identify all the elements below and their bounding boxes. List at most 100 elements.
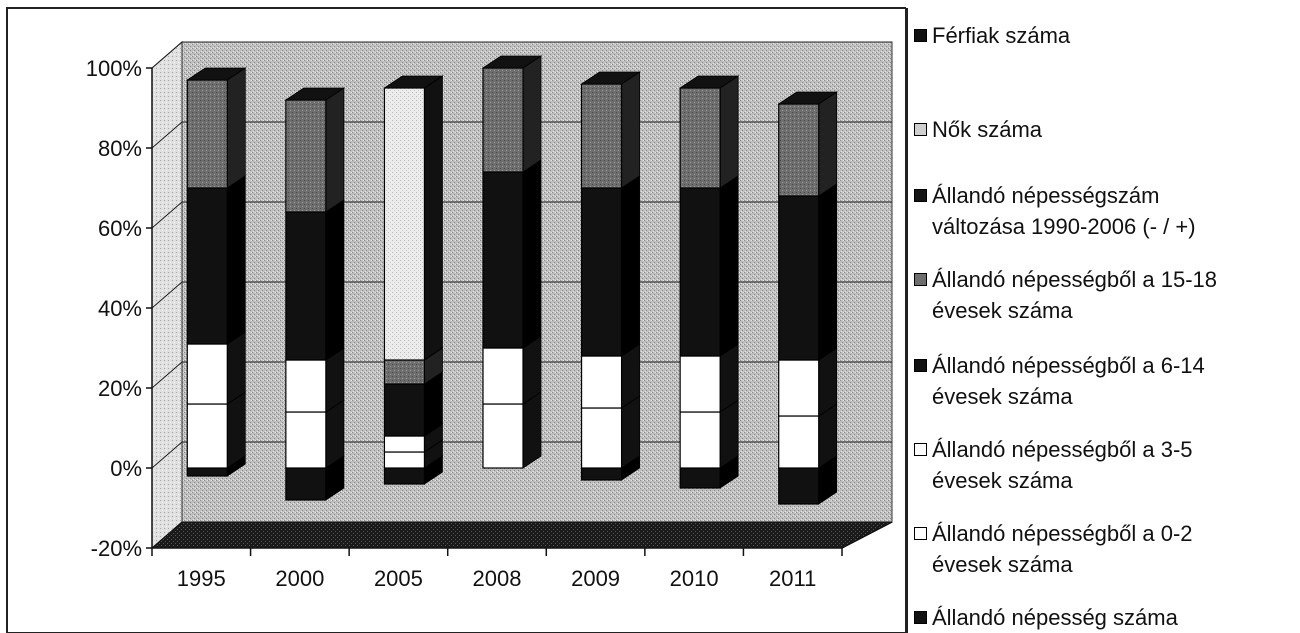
legend-item: Állandó népességből a 0-2 évesek száma xyxy=(914,518,1292,580)
legend-item: Nők száma xyxy=(914,114,1292,145)
bar-segment-6-14 xyxy=(383,383,426,437)
bar-top-face xyxy=(481,55,543,69)
legend-item: Férfiak száma xyxy=(914,20,1292,51)
bar-negative xyxy=(679,467,721,489)
bar-segment-3-5 xyxy=(482,347,524,405)
legend-item: Állandó népességből a 3-5 évesek száma xyxy=(914,434,1292,496)
bar-segment-6-14-side xyxy=(226,175,246,345)
bar-segment-0-2-side xyxy=(621,395,640,469)
bar-segment-6-14 xyxy=(186,187,228,345)
x-tick-label: 2009 xyxy=(571,566,620,591)
bar-top-face xyxy=(580,71,641,85)
legend-label: Állandó népességből a 15-18 évesek száma xyxy=(932,267,1218,323)
bar-segment-0-2 xyxy=(679,411,721,469)
legend: Férfiak száma Nők száma Állandó népességsz… xyxy=(906,8,1298,633)
y-tick-label: 100% xyxy=(86,56,142,81)
bar-segment-15-18 xyxy=(186,79,228,189)
x-tick-label: 2005 xyxy=(374,566,423,591)
y-axis: 100% 80% 60% 40% 20% 0% -20% xyxy=(86,56,153,561)
legend-label: Állandó népességből a 3-5 évesek száma xyxy=(932,437,1193,493)
bar-segment-15-18 xyxy=(482,67,524,173)
bar-top-face xyxy=(678,75,740,89)
x-axis: 1995 2000 2005 2008 2009 2010 2011 xyxy=(151,521,893,591)
bar-negative xyxy=(186,467,228,477)
legend-label: Nők száma xyxy=(932,117,1043,142)
legend-item: Állandó népességből a 6-14 évesek száma xyxy=(914,350,1292,412)
legend-swatch-icon xyxy=(914,443,927,456)
bar-segment-15-18 xyxy=(285,99,327,213)
bar-segment-3-5 xyxy=(383,435,426,453)
legend-swatch-icon xyxy=(914,527,927,540)
legend-label: Állandó népességből a 0-2 évesek száma xyxy=(932,521,1193,577)
legend-swatch-icon xyxy=(914,359,927,372)
bar-segment-0-2 xyxy=(778,415,820,469)
x-tick-label: 2010 xyxy=(670,566,719,591)
bar-segment-6-14-side xyxy=(522,159,542,349)
legend-label: Állandó népesség száma xyxy=(932,605,1178,630)
x-tick-label: 1995 xyxy=(177,566,226,591)
legend-item: Állandó népesség száma xyxy=(914,602,1292,633)
bar-stack-2005 xyxy=(383,75,444,485)
bar-segment-6-14 xyxy=(778,195,820,361)
bar-negative xyxy=(285,467,327,501)
bar-segment-6-14-side xyxy=(621,175,640,357)
bar-negative xyxy=(580,467,623,481)
legend-label: Állandó népességből a 6-14 évesek száma xyxy=(932,353,1205,409)
legend-item: Állandó népességszám változása 1990-2006… xyxy=(914,180,1292,242)
bar-segment-Nők száma-side xyxy=(424,75,443,361)
legend-label: Férfiak száma xyxy=(932,23,1071,48)
legend-swatch-icon xyxy=(914,273,927,286)
bar-stack-2008 xyxy=(481,55,543,469)
bar-segment-3-5 xyxy=(285,359,327,413)
bar-segment-6-14 xyxy=(482,171,524,349)
y-tick-label: 20% xyxy=(98,376,142,401)
bar-stack-2009 xyxy=(580,71,641,481)
x-tick-label: 2011 xyxy=(769,566,816,591)
bar-segment-Nők száma xyxy=(383,87,426,361)
bar-segment-3-5 xyxy=(679,355,721,413)
bar-stack-2011 xyxy=(777,91,839,505)
bar-top-face xyxy=(383,75,444,89)
bar-top-face xyxy=(777,91,839,105)
gridline-0 xyxy=(151,41,892,69)
legend-swatch-icon xyxy=(914,189,927,202)
bar-segment-15-18 xyxy=(679,87,721,189)
gridline-5 xyxy=(151,441,892,469)
gridline-3 xyxy=(151,281,892,309)
y-tick-label: 80% xyxy=(98,136,142,161)
bar-segment-0-2 xyxy=(383,451,426,469)
bar-top-face xyxy=(185,67,247,81)
bar-segment-6-14 xyxy=(285,211,327,361)
x-tick-label: 2000 xyxy=(275,566,324,591)
bar-segment-3-5-side xyxy=(226,331,246,405)
grid-lines xyxy=(151,41,892,469)
y-tick-label: 60% xyxy=(98,216,142,241)
bar-segment-15-18-side xyxy=(818,91,838,197)
bar-segment-15-18-side xyxy=(325,87,345,213)
bar-segment-15-18 xyxy=(383,359,426,385)
bar-segment-15-18-side xyxy=(621,71,640,189)
bar-segment-0-2-side xyxy=(226,391,246,469)
bar-stack-2000 xyxy=(284,87,346,501)
bar-stack-2010 xyxy=(678,75,740,489)
bar-segment-6-14-side xyxy=(325,199,345,361)
legend-swatch-icon xyxy=(914,123,927,136)
gridline-4 xyxy=(151,361,892,389)
bar-negative xyxy=(778,467,820,505)
bar-segment-15-18 xyxy=(580,83,623,189)
legend-item: Állandó népességből a 15-18 évesek száma xyxy=(914,264,1292,326)
bar-negative xyxy=(383,467,426,485)
y-tick-label: 40% xyxy=(98,296,142,321)
gridline-2 xyxy=(151,201,892,229)
bar-segment-3-5 xyxy=(778,359,820,417)
bar-segment-0-2-side xyxy=(522,391,542,469)
y-tick-label: -20% xyxy=(91,536,142,561)
legend-swatch-icon xyxy=(914,611,927,624)
bar-segment-3-5 xyxy=(186,343,228,405)
bar-segment-0-2 xyxy=(580,407,623,469)
y-tick-label: 0% xyxy=(110,456,142,481)
bar-segment-6-14 xyxy=(580,187,623,357)
bar-segment-15-18 xyxy=(778,103,820,197)
bars xyxy=(185,55,839,505)
